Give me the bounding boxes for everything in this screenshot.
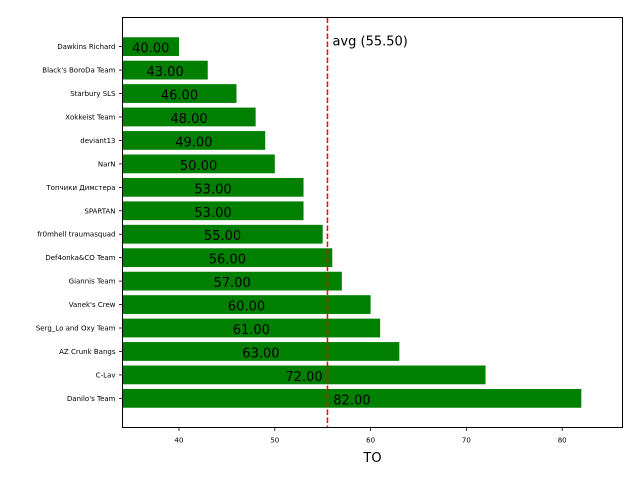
x-axis-title: TO [362,451,381,466]
bar [122,224,323,244]
y-tick-label: Dawkins Richard [57,43,115,51]
bar-value-label: 60.00 [228,300,265,315]
y-tick-label: C-Lav [96,371,116,379]
x-tick-label: 50 [270,437,279,445]
y-tick-label: Danilo's Team [67,395,116,403]
bar-value-label: 48.00 [170,112,207,127]
bar [122,388,582,408]
bar [122,365,486,385]
bar [122,37,180,57]
bar-value-label: 72.00 [285,370,322,385]
bar-value-label: 50.00 [180,159,217,174]
bar [122,107,256,127]
x-tick-label: 70 [462,437,471,445]
y-tick-label: Serg_Lo and Oxy Team [36,325,116,333]
bar [122,60,208,80]
y-tick-label: Xokkeist Team [65,113,115,121]
bar-value-label: 53.00 [194,182,231,197]
bar [122,177,304,197]
bar-value-label: 53.00 [194,206,231,221]
bar [122,131,266,150]
bar-value-label: 61.00 [233,323,270,338]
bar [122,295,371,314]
bars-layer [122,37,582,408]
bar-labels-layer: 82.00 72.00 63.00 61.00 60.00 57.00 56.00 55.00… [132,42,370,409]
y-tick-label: Starbury SLS [70,90,116,98]
y-tick-label: Giannis Team [69,278,116,286]
x-axis: 40 50 60 70 80 [175,427,567,445]
y-tick-label: Vanek's Crew [69,301,116,309]
y-tick-label: fr0mhell traumasquad [37,231,115,239]
x-tick-label: 80 [558,437,567,445]
bar-value-label: 49.00 [175,135,212,150]
y-tick-label: deviant13 [80,137,115,145]
y-tick-label: SPARTAN [84,207,115,215]
bar [122,154,275,174]
bar [122,248,333,268]
y-tick-label: Def4onka&CO Team [45,254,115,262]
x-tick-label: 60 [366,437,375,445]
bar-value-label: 46.00 [161,89,198,104]
bar-value-label: 82.00 [333,393,370,408]
y-tick-label: Black's BoroDa Team [42,67,115,75]
bar [122,201,304,221]
average-label: avg (55.50) [332,35,407,50]
y-axis: Danilo's Team C-Lav AZ Crunk Bangs Serg_Lo … [36,43,123,403]
y-tick-label: AZ Crunk Bangs [59,348,116,356]
plot-frame [122,17,623,428]
bar [122,318,381,338]
bar [122,342,400,361]
bar-value-label: 43.00 [147,65,184,80]
bar [122,271,342,291]
bar-value-label: 56.00 [209,253,246,268]
bar-value-label: 55.00 [204,229,241,244]
x-tick-label: 40 [175,437,184,445]
y-tick-label: NarN [98,160,116,168]
bar-value-label: 40.00 [132,42,169,57]
bar-value-label: 57.00 [214,276,251,291]
bar-value-label: 63.00 [242,346,279,361]
bar [122,84,237,103]
y-tick-label: Топчики Димстера [45,184,115,192]
